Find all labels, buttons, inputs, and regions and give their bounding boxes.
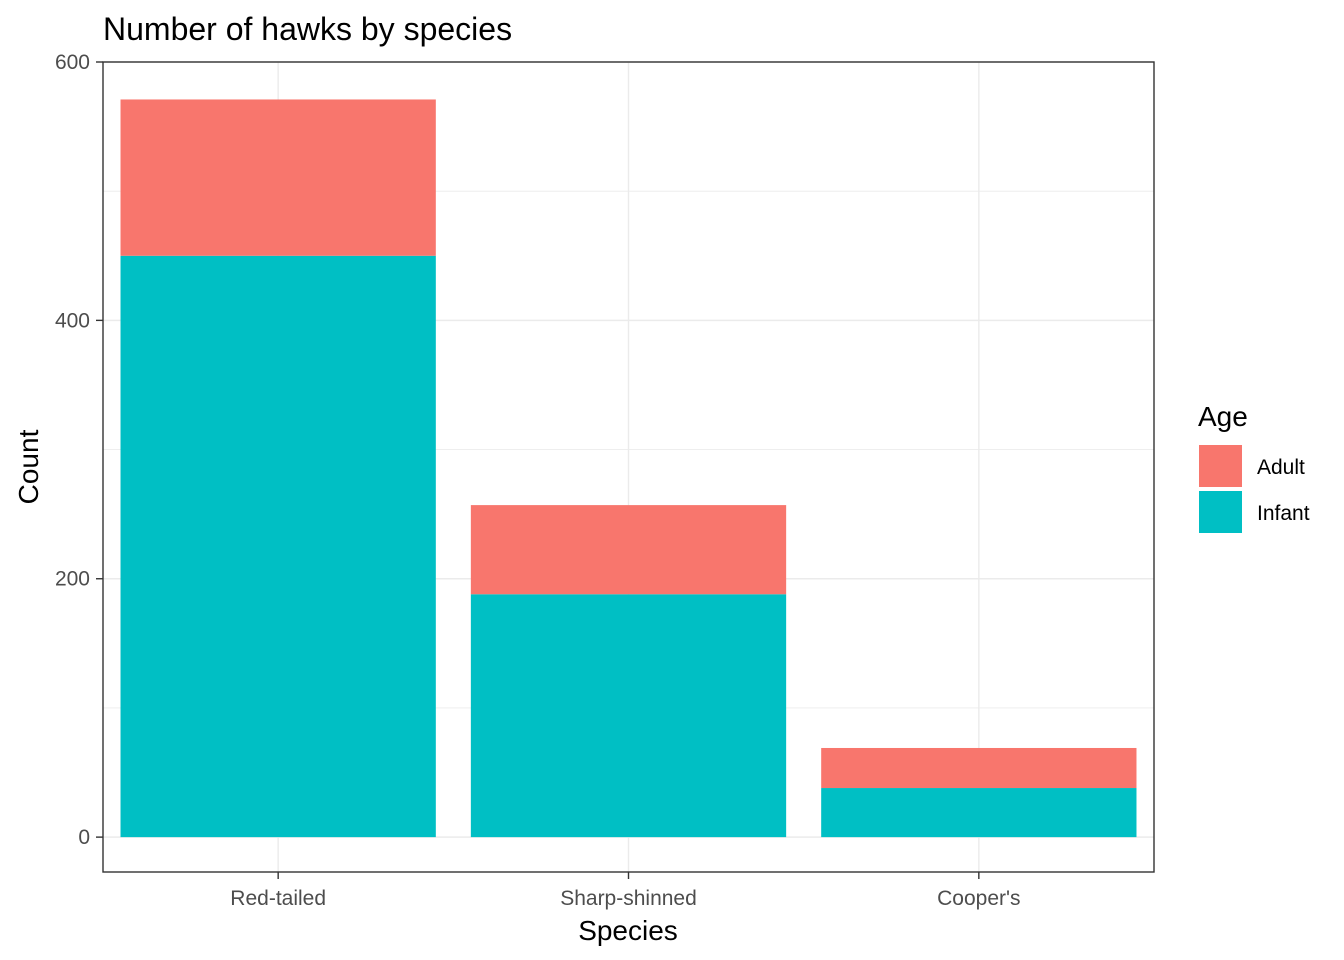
bars xyxy=(120,99,1137,838)
legend-title: Age xyxy=(1198,401,1248,432)
bar-infant-2 xyxy=(821,788,1137,838)
x-axis: Red-tailed Sharp-shinned Cooper's xyxy=(230,872,1021,910)
legend-label-infant: Infant xyxy=(1257,502,1310,525)
y-axis: 0 200 400 600 xyxy=(55,51,103,849)
bar-adult-2 xyxy=(821,747,1137,789)
bar-infant-0 xyxy=(120,255,436,838)
x-axis-title: Species xyxy=(578,915,678,946)
legend-swatch-adult xyxy=(1199,445,1242,487)
y-axis-title: Count xyxy=(13,429,44,504)
x-tick-label: Sharp-shinned xyxy=(560,887,697,910)
legend: Age Adult Infant xyxy=(1198,401,1310,533)
y-tick-label: 200 xyxy=(55,568,90,591)
bar-infant-1 xyxy=(470,594,787,838)
legend-label-adult: Adult xyxy=(1257,456,1305,479)
y-tick-label: 600 xyxy=(55,51,90,74)
bar-adult-1 xyxy=(470,505,787,595)
legend-swatch-infant xyxy=(1199,491,1242,533)
chart-title: Number of hawks by species xyxy=(103,11,512,47)
bar-adult-0 xyxy=(120,99,436,256)
y-tick-label: 400 xyxy=(55,309,90,332)
x-tick-label: Cooper's xyxy=(937,887,1020,910)
y-tick-label: 0 xyxy=(78,826,90,849)
x-tick-label: Red-tailed xyxy=(230,887,326,910)
